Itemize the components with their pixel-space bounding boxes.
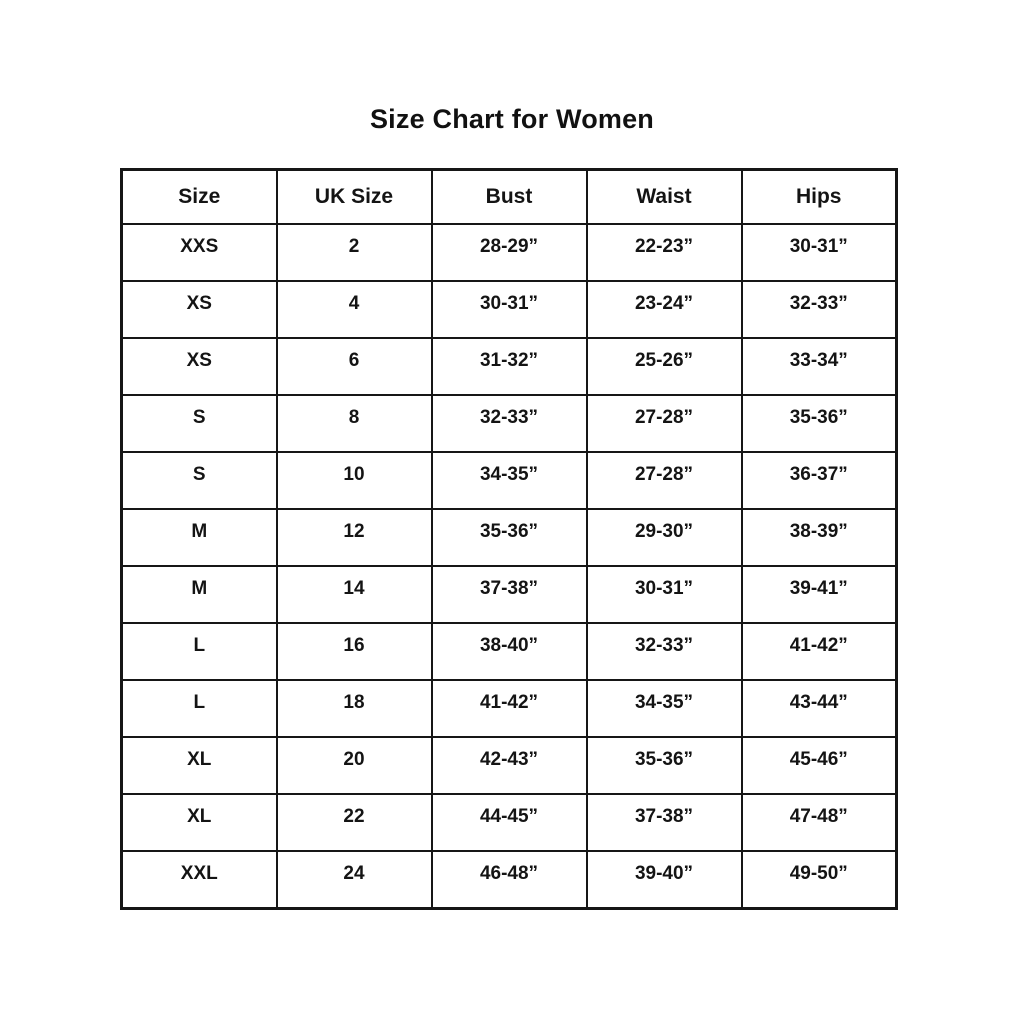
column-header: UK Size [275,168,433,225]
table-cell: 20 [275,736,433,795]
table-header: Size UK Size Bust Waist Hips [120,168,898,225]
table-row: XL 22 44-45” 37-38” 47-48” [120,793,898,852]
table-cell: 32-33” [585,622,743,681]
table-cell: 32-33” [740,280,898,339]
table-cell: M [120,565,278,624]
table-cell: 36-37” [740,451,898,510]
table-row: L 18 41-42” 34-35” 43-44” [120,679,898,738]
table-cell: 22 [275,793,433,852]
table-row: XS 4 30-31” 23-24” 32-33” [120,280,898,339]
table-cell: 39-41” [740,565,898,624]
table-cell: 6 [275,337,433,396]
table-cell: 8 [275,394,433,453]
column-header: Hips [740,168,898,225]
table-cell: S [120,394,278,453]
table-cell: 35-36” [740,394,898,453]
table-cell: XXS [120,223,278,282]
table-cell: 22-23” [585,223,743,282]
table-cell: 35-36” [585,736,743,795]
table-row: XXL 24 46-48” 39-40” 49-50” [120,850,898,910]
table-row: XXS 2 28-29” 22-23” 30-31” [120,223,898,282]
table-cell: 43-44” [740,679,898,738]
table-row: XL 20 42-43” 35-36” 45-46” [120,736,898,795]
table-cell: 44-45” [430,793,588,852]
table-cell: 30-31” [585,565,743,624]
table-cell: 25-26” [585,337,743,396]
table-cell: 41-42” [430,679,588,738]
table-cell: XS [120,280,278,339]
table-cell: 34-35” [430,451,588,510]
table-cell: 34-35” [585,679,743,738]
size-table: Size UK Size Bust Waist Hips XXS 2 28-29” 22-23… [120,168,898,910]
table-row: S 8 32-33” 27-28” 35-36” [120,394,898,453]
table-row: XS 6 31-32” 25-26” 33-34” [120,337,898,396]
table-cell: 32-33” [430,394,588,453]
table-cell: 4 [275,280,433,339]
table-cell: 37-38” [430,565,588,624]
table-cell: L [120,679,278,738]
table-cell: 38-39” [740,508,898,567]
table-cell: 33-34” [740,337,898,396]
table-body: XXS 2 28-29” 22-23” 30-31” XS 4 30-31” 23-24” 32-… [120,223,898,910]
table-cell: 10 [275,451,433,510]
table-cell: 38-40” [430,622,588,681]
column-header: Bust [430,168,588,225]
table-cell: 46-48” [430,850,588,910]
table-cell: XL [120,793,278,852]
table-cell: 41-42” [740,622,898,681]
table-cell: 16 [275,622,433,681]
page-title: Size Chart for Women [369,104,655,134]
table-cell: 37-38” [585,793,743,852]
table-cell: 31-32” [430,337,588,396]
table-cell: 42-43” [430,736,588,795]
table-cell: 24 [275,850,433,910]
table-cell: L [120,622,278,681]
table-cell: XXL [120,850,278,910]
table-row: S 10 34-35” 27-28” 36-37” [120,451,898,510]
column-header: Waist [585,168,743,225]
table-cell: 35-36” [430,508,588,567]
table-cell: 30-31” [740,223,898,282]
table-cell: XS [120,337,278,396]
table-cell: 30-31” [430,280,588,339]
header-row: Size UK Size Bust Waist Hips [120,168,898,225]
table-cell: 18 [275,679,433,738]
table-cell: 27-28” [585,394,743,453]
table-cell: 28-29” [430,223,588,282]
table-cell: 14 [275,565,433,624]
table-cell: 47-48” [740,793,898,852]
table-cell: XL [120,736,278,795]
table-row: M 12 35-36” 29-30” 38-39” [120,508,898,567]
table-cell: 49-50” [740,850,898,910]
table-cell: 39-40” [585,850,743,910]
table-row: M 14 37-38” 30-31” 39-41” [120,565,898,624]
table-cell: 29-30” [585,508,743,567]
table-cell: M [120,508,278,567]
table-cell: 23-24” [585,280,743,339]
table-cell: 45-46” [740,736,898,795]
table-row: L 16 38-40” 32-33” 41-42” [120,622,898,681]
table-cell: 12 [275,508,433,567]
table-cell: S [120,451,278,510]
table-cell: 2 [275,223,433,282]
table-cell: 27-28” [585,451,743,510]
column-header: Size [120,168,278,225]
